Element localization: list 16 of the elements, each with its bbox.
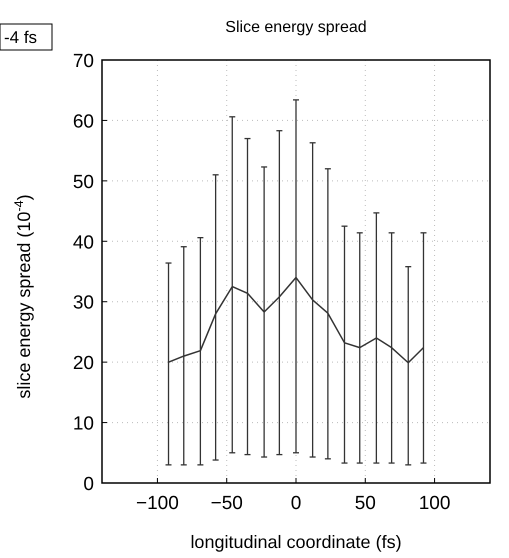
y-tick-label: 60 xyxy=(72,111,94,132)
y-tick-label: 20 xyxy=(72,353,94,374)
y-tick-label: 40 xyxy=(72,232,94,254)
x-tick-label: 100 xyxy=(418,493,450,514)
x-tick-label: −100 xyxy=(136,493,179,514)
x-axis-title: longitudinal coordinate (fs) xyxy=(190,532,402,552)
x-tick-label: 0 xyxy=(290,493,302,514)
chart-title: Slice energy spread xyxy=(225,19,367,36)
text: -4 fs xyxy=(4,28,38,47)
y-tick-label: 70 xyxy=(72,51,94,72)
x-tick-label: −50 xyxy=(210,493,243,514)
y-tick-label: 0 xyxy=(83,474,94,495)
y-tick-label: 50 xyxy=(72,172,94,193)
x-tick-label: 50 xyxy=(354,493,376,514)
y-tick-label: 10 xyxy=(72,414,94,435)
y-tick-label: 30 xyxy=(72,292,94,314)
